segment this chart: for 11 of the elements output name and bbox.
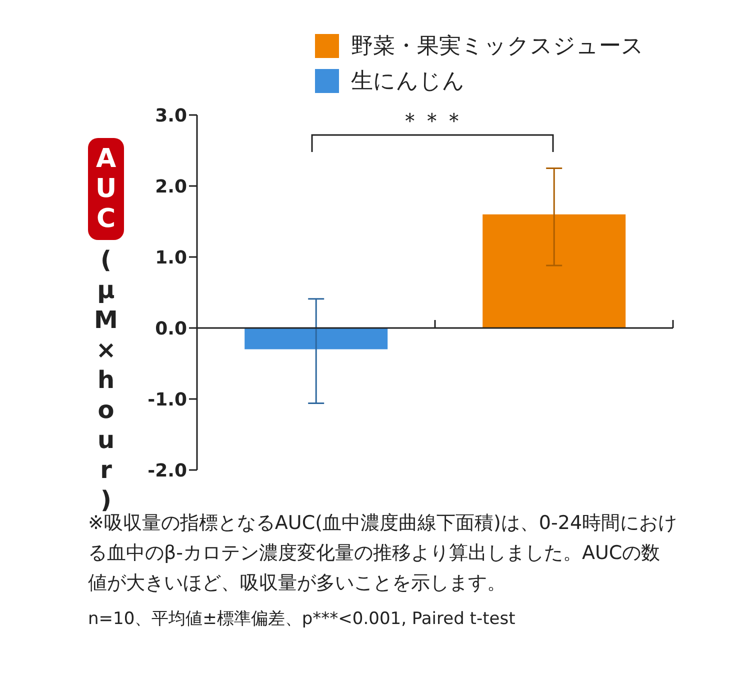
y-tick-label: 3.0: [155, 105, 187, 126]
y-tick-label: 0.0: [155, 318, 187, 340]
y-tick-label: 1.0: [155, 247, 187, 268]
y-tick-label: -1.0: [148, 389, 187, 410]
annotation: ＊＊＊: [399, 109, 465, 134]
y-tick-label: 2.0: [155, 176, 187, 198]
legend-label: 生にんじん: [351, 68, 465, 96]
legend-label: 野菜・果実ミックスジュース: [351, 32, 644, 60]
text: ※吸収量の指標となるAUC(血中濃度曲線下面積)は、0-24時間における血中のβ-カロテン濃度変化量の推移より算出しました。AUCの数値が大きいほど、吸収量が多いことを示します。: [88, 512, 678, 596]
text: n=10、平均値±標準偏差、p***<0.001, Paired t-test: [88, 608, 516, 631]
y-tick-label: -2.0: [148, 460, 187, 482]
